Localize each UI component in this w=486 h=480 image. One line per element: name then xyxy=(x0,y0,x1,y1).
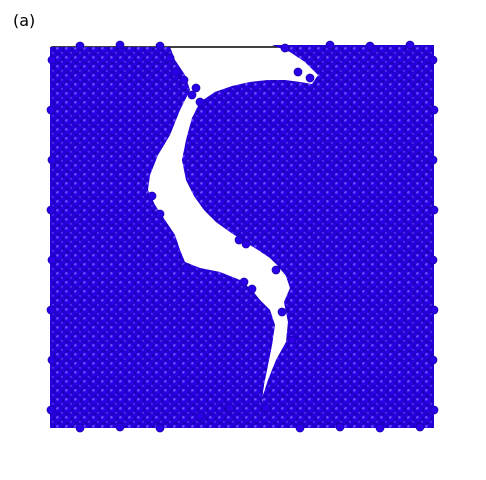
right-particle-region xyxy=(182,45,434,428)
loose-particles xyxy=(147,43,315,413)
edge-particles xyxy=(46,40,439,433)
panel-label: (a) xyxy=(13,11,36,30)
left-particle-region xyxy=(50,47,278,428)
